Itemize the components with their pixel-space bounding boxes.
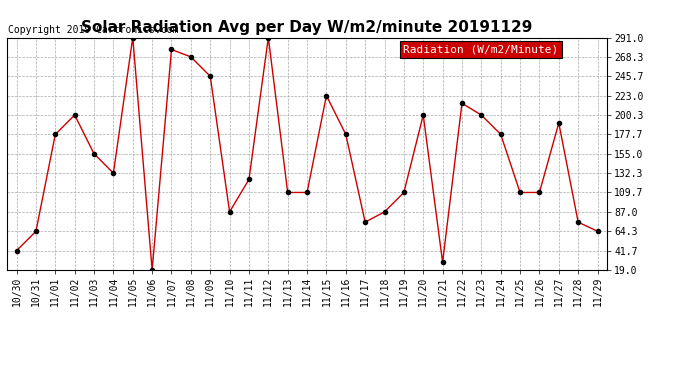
Text: Radiation (W/m2/Minute): Radiation (W/m2/Minute): [403, 45, 558, 54]
Title: Solar Radiation Avg per Day W/m2/minute 20191129: Solar Radiation Avg per Day W/m2/minute …: [81, 20, 533, 35]
Text: Copyright 2019 Cartronics.com: Copyright 2019 Cartronics.com: [8, 25, 179, 35]
